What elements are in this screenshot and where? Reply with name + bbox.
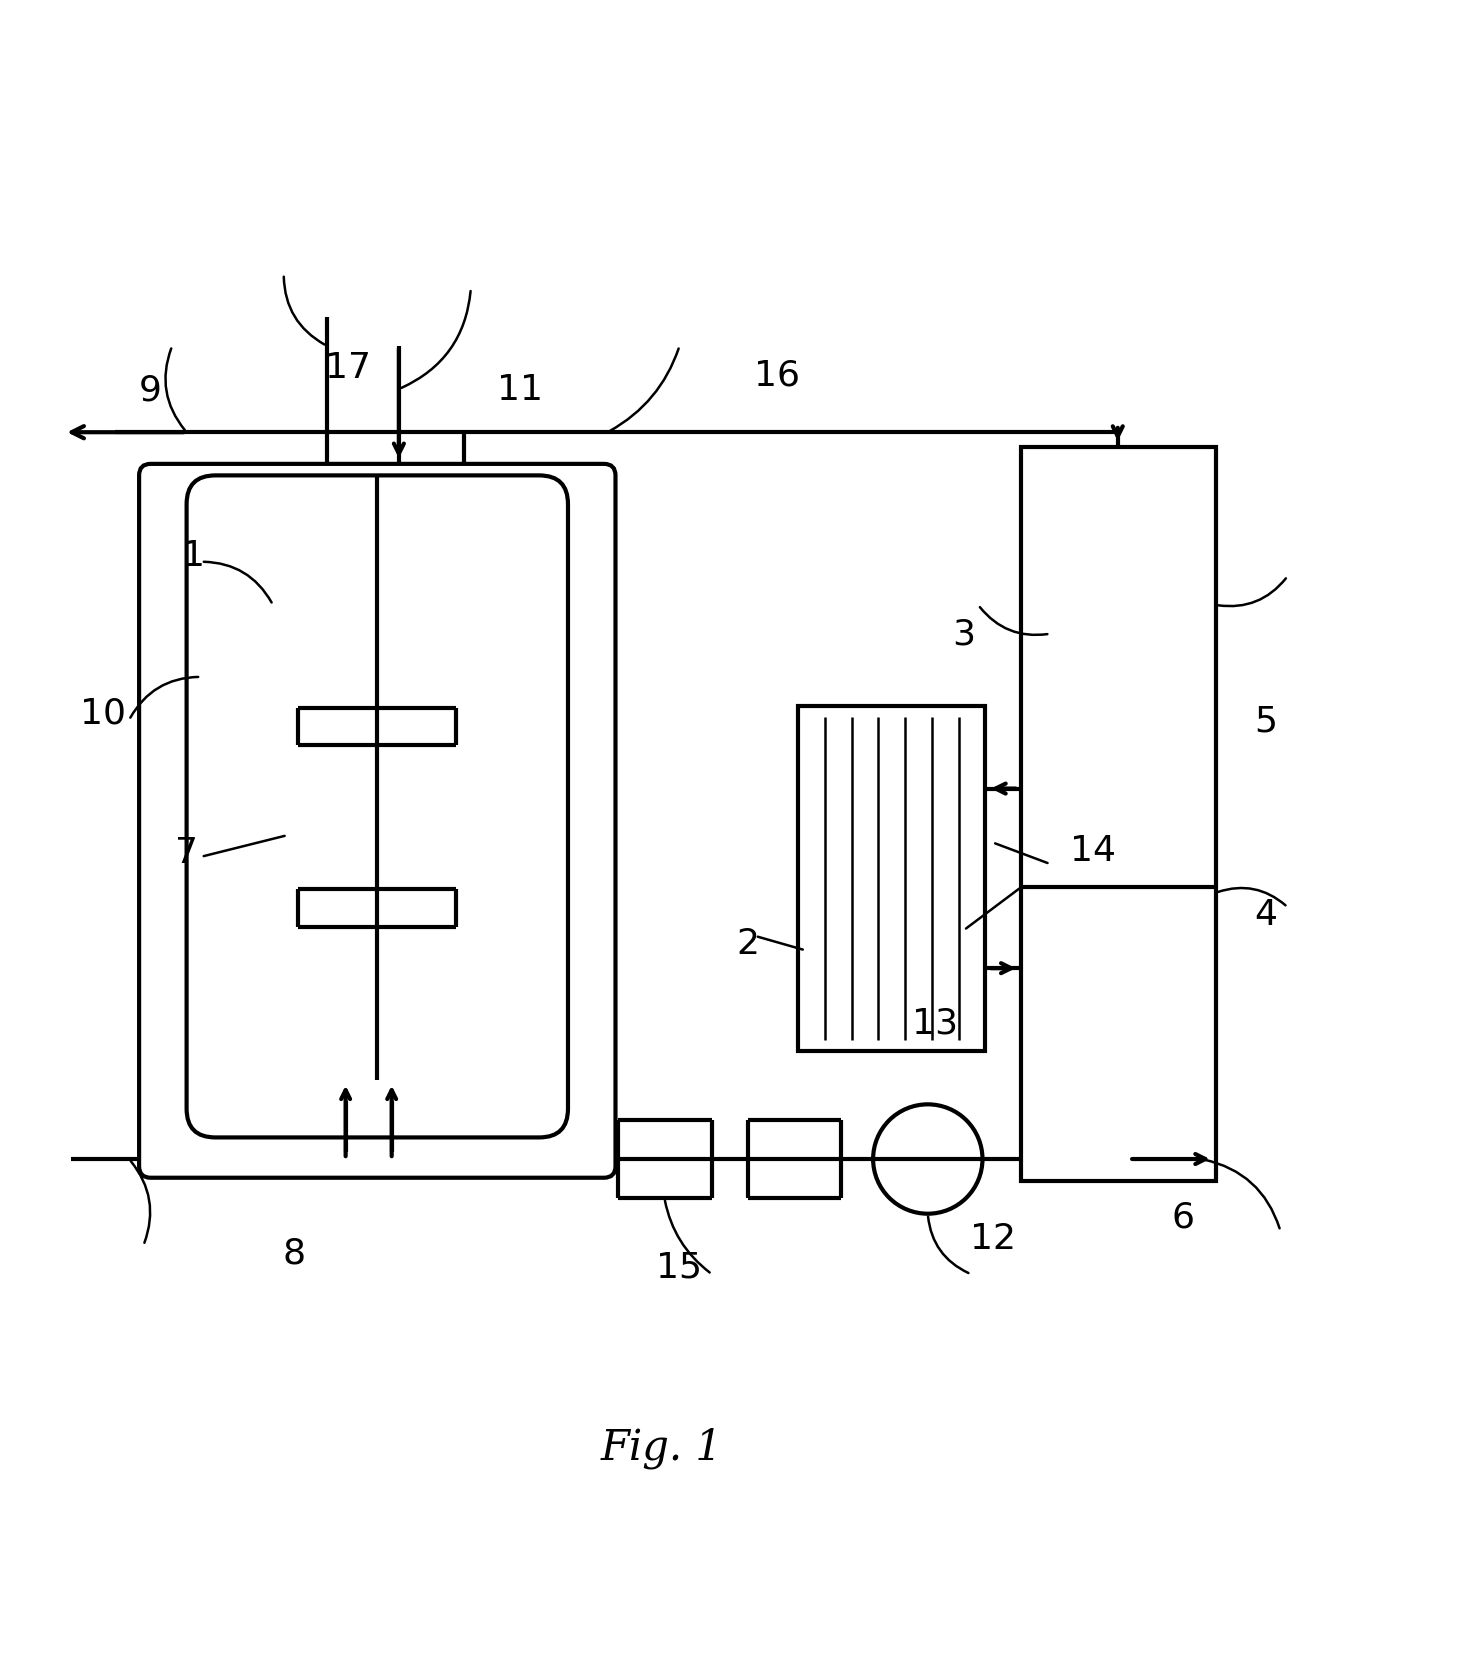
Text: 5: 5 (1254, 704, 1278, 737)
Text: 6: 6 (1171, 1200, 1194, 1234)
Text: 16: 16 (754, 358, 800, 393)
FancyBboxPatch shape (798, 706, 986, 1052)
Text: 10: 10 (81, 696, 126, 731)
Text: 3: 3 (952, 618, 976, 651)
Text: 8: 8 (283, 1236, 307, 1269)
Text: 4: 4 (1254, 898, 1278, 931)
Text: 17: 17 (324, 351, 371, 384)
FancyBboxPatch shape (186, 476, 568, 1138)
Text: 12: 12 (970, 1221, 1015, 1256)
Text: 7: 7 (175, 837, 198, 870)
Text: 15: 15 (656, 1251, 701, 1284)
Text: 1: 1 (182, 539, 205, 572)
Text: 14: 14 (1071, 833, 1116, 867)
Text: Fig. 1: Fig. 1 (600, 1427, 722, 1468)
Text: 2: 2 (736, 926, 760, 961)
Text: 13: 13 (912, 1006, 958, 1039)
FancyBboxPatch shape (139, 464, 616, 1178)
FancyBboxPatch shape (1021, 447, 1216, 1181)
Text: 9: 9 (139, 373, 161, 406)
Text: 11: 11 (497, 373, 543, 406)
